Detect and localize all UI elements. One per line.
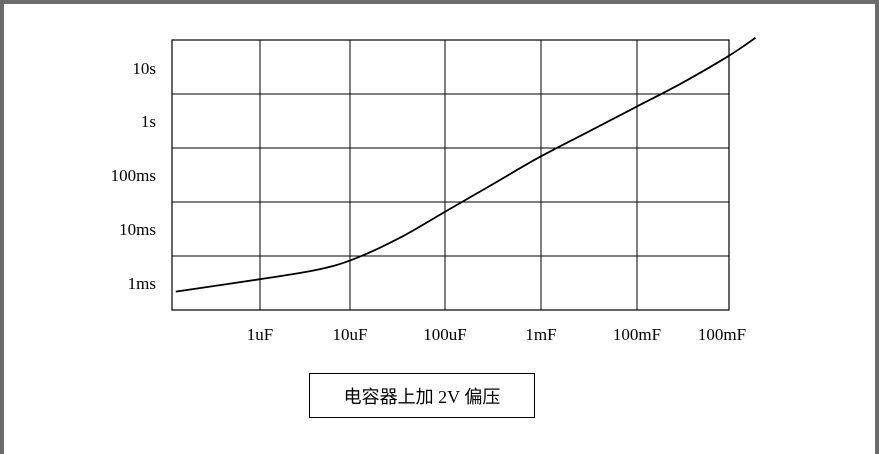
x-tick-label: 100uF xyxy=(423,325,466,344)
plot-area xyxy=(171,39,730,311)
y-tick-label: 1ms xyxy=(128,274,156,293)
grid-horizontal xyxy=(172,93,729,257)
x-tick-label: 1mF xyxy=(525,325,556,344)
y-tick-label: 10ms xyxy=(119,220,156,239)
x-tick-label: 10uF xyxy=(333,325,368,344)
chart-caption: 电容器上加 2V 偏压 xyxy=(309,373,535,418)
x-tick-label: 100mF xyxy=(698,325,746,344)
y-tick-label: 10s xyxy=(132,59,156,78)
y-tick-label: 100ms xyxy=(111,166,156,185)
y-tick-label: 1s xyxy=(141,112,156,131)
series-line xyxy=(175,37,757,293)
x-tick-label: 1uF xyxy=(247,325,273,344)
x-axis-tick-labels: 1uF 10uF 100uF 1mF 100mF 100mF xyxy=(247,325,746,344)
grid-vertical xyxy=(259,40,638,310)
x-tick-label: 100mF xyxy=(613,325,661,344)
y-axis-tick-labels: 1ms 10ms 100ms 1s 10s xyxy=(111,59,156,293)
